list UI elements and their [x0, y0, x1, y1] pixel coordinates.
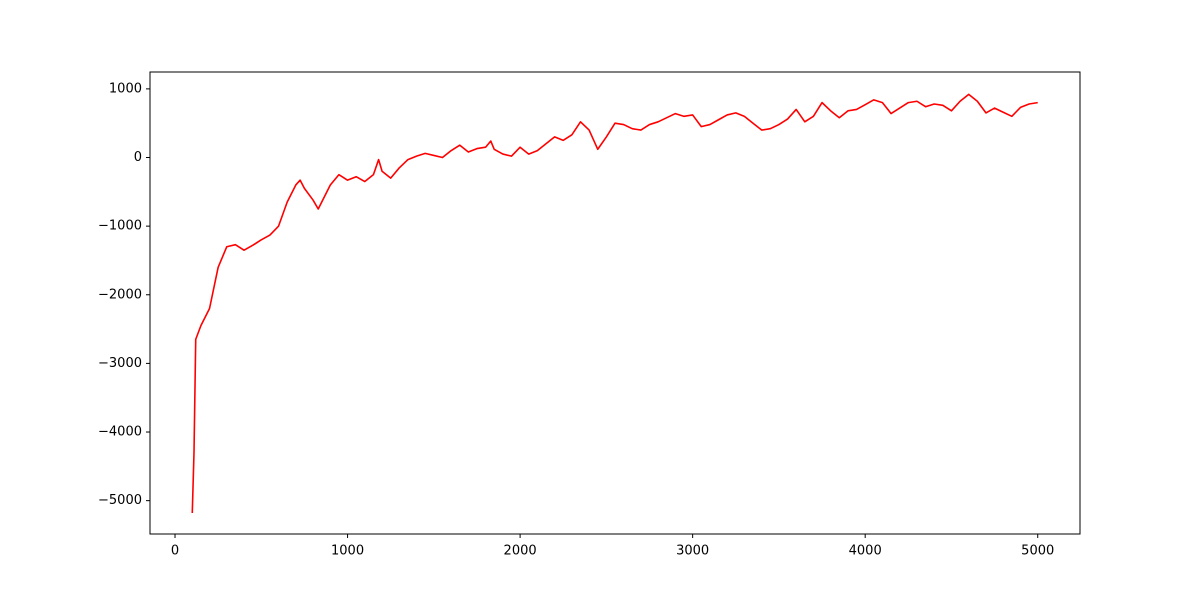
x-tick-label: 1000: [331, 544, 364, 559]
y-tick-label: −2000: [98, 287, 142, 302]
data-line: [191, 93, 1038, 514]
y-tick-label: 0: [134, 150, 142, 165]
x-tick-label: 5000: [1021, 544, 1054, 559]
y-tick-label: −1000: [98, 219, 142, 234]
y-tick-label: −5000: [98, 493, 142, 508]
y-tick-label: −3000: [98, 356, 142, 371]
y-tick-label: −4000: [98, 425, 142, 440]
y-tick-label: 1000: [109, 81, 142, 96]
x-tick-label: 3000: [676, 544, 709, 559]
x-tick-label: 0: [171, 544, 179, 559]
x-tick-label: 4000: [849, 544, 882, 559]
x-tick-label: 2000: [504, 544, 537, 559]
plot-frame: [149, 71, 1081, 535]
